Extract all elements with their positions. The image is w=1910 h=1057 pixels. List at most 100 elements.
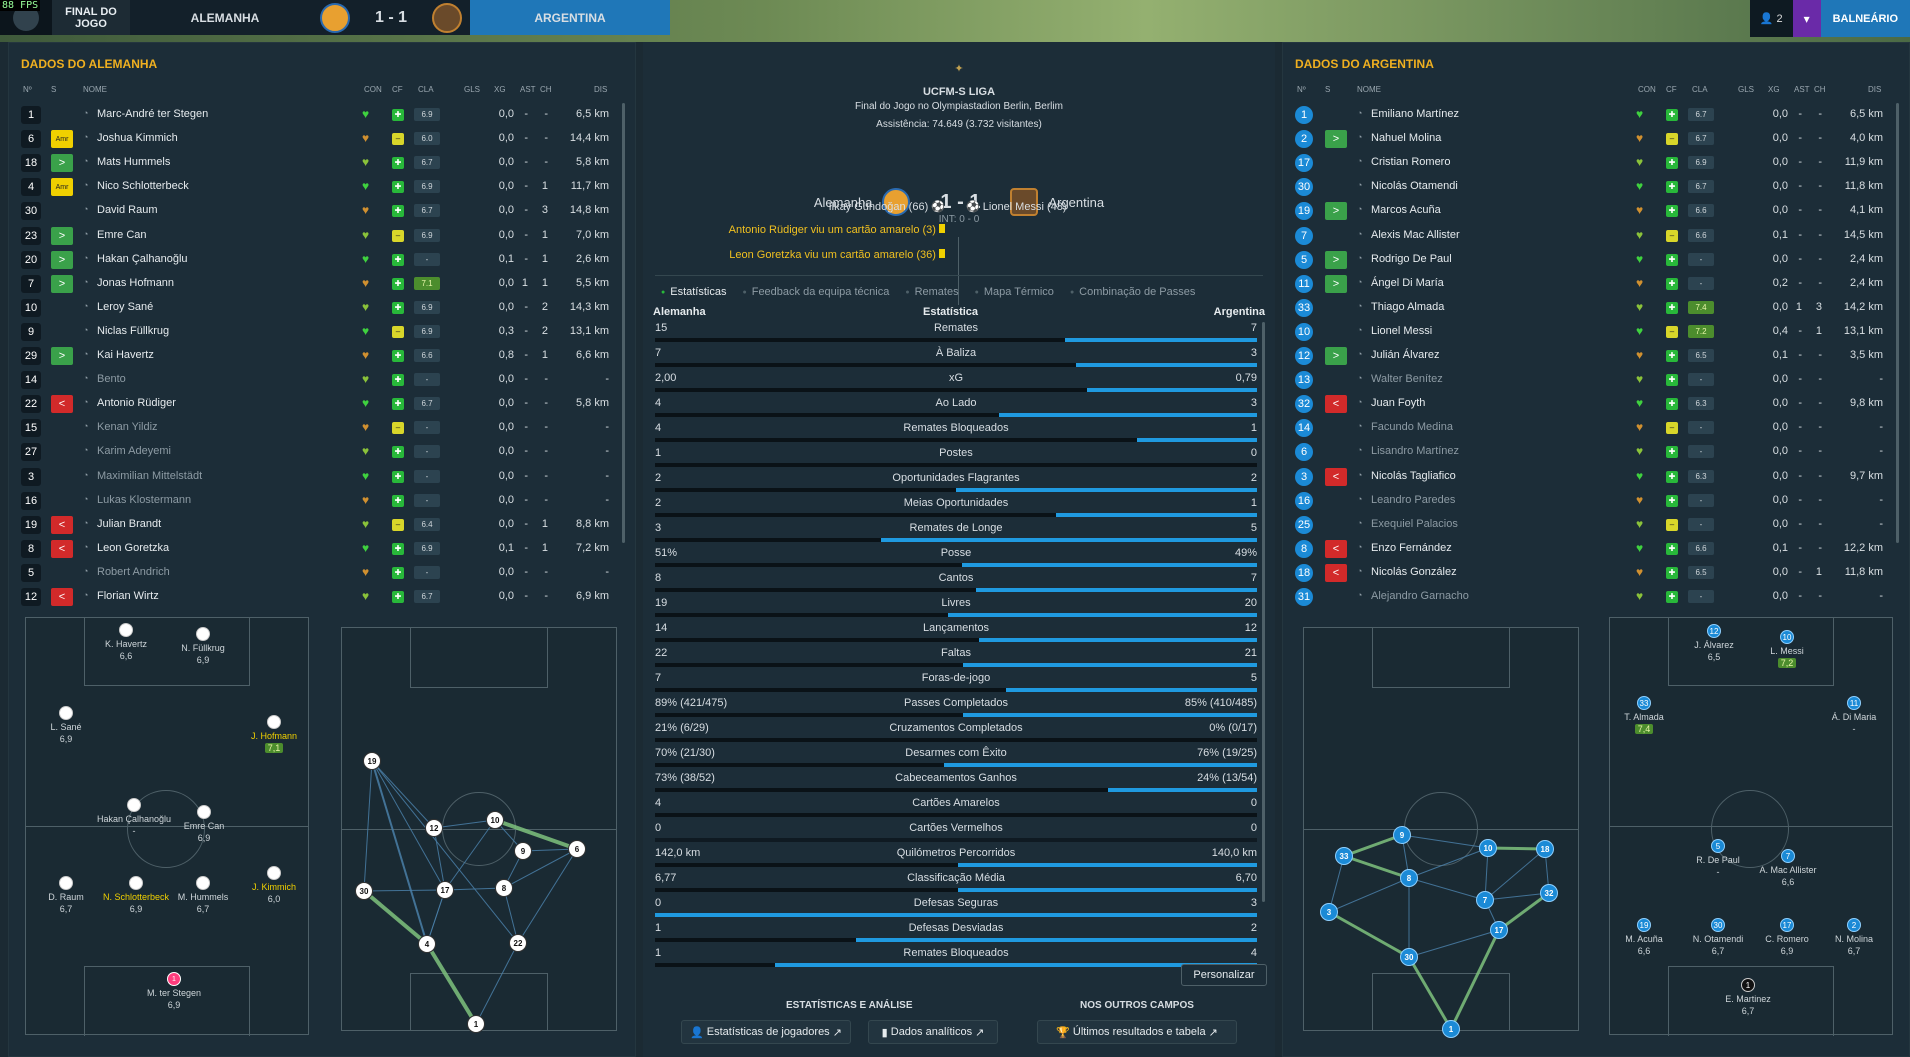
pass-node[interactable]: 18 [1536, 840, 1554, 858]
table-row[interactable]: 18 < ◔ Nicolás González ♥ ✚ 6.5 0,0-1 11,8 km [1283, 561, 1893, 585]
player-name[interactable]: Nicolás González [1371, 565, 1457, 578]
pass-node[interactable]: 30 [355, 882, 373, 900]
pass-node[interactable]: 17 [1490, 921, 1508, 939]
analytics-button[interactable]: ▮ Dados analíticos ↗ [868, 1020, 998, 1044]
table-row[interactable]: 30 ◔ Nicolás Otamendi ♥ ✚ 6.7 0,0- -11,8 km [1283, 175, 1893, 199]
table-row[interactable]: 8 < ◔ Leon Goretzka ♥ ✚ 6.9 0,1-1 7,2 km [9, 537, 619, 561]
player-name[interactable]: Hakan Çalhanoğlu [97, 252, 188, 265]
table-row[interactable]: 7 ◔ Alexis Mac Allister ♥ –6.6 0,1- -14,5 km [1283, 224, 1893, 248]
table-row[interactable]: 1 ◔ Marc-André ter Stegen ♥ ✚ 6.9 0,0- -6,5 km [9, 103, 619, 127]
column-header-name[interactable]: NOME [1357, 85, 1381, 94]
column-header-con[interactable]: CON [1638, 85, 1656, 94]
pass-node[interactable]: 6 [568, 840, 586, 858]
table-row[interactable]: 5 > ◔ Rodrigo De Paul ♥ ✚ -0,0- -2,4 km [1283, 248, 1893, 272]
player-marker[interactable]: 1 [167, 972, 181, 986]
table-row[interactable]: 6 ◔ Lisandro Martínez ♥ ✚ -0,0- - - [1283, 440, 1893, 464]
table-row[interactable]: 23 > ◔ Emre Can ♥ –6.9 0,0-1 7,0 km [9, 224, 619, 248]
customize-button[interactable]: Personalizar [1181, 964, 1267, 986]
player-name[interactable]: Robert Andrich [97, 565, 170, 578]
table-row[interactable]: 10 ◔ Lionel Messi ♥ –7.2 0,4-1 13,1 km [1283, 320, 1893, 344]
player-name[interactable]: Kenan Yildiz [97, 421, 158, 434]
pass-node[interactable]: 10 [1479, 839, 1497, 857]
player-name[interactable]: Emre Can [97, 228, 147, 241]
tab-feedback[interactable]: Feedback da equipa técnica [742, 286, 890, 298]
pass-node[interactable]: 3 [1320, 903, 1338, 921]
pass-node[interactable]: 1 [467, 1015, 485, 1033]
table-row[interactable]: 12 > ◔ Julián Álvarez ♥ ✚ 6.5 0,1- -3,5 km [1283, 344, 1893, 368]
player-name[interactable]: Cristian Romero [1371, 156, 1451, 169]
table-row[interactable]: 3 ◔ Maximilian Mittelstädt ♥ ✚ -0,0- - - [9, 465, 619, 489]
player-marker[interactable]: 30 [1711, 918, 1725, 932]
player-marker[interactable]: 12 [1707, 624, 1721, 638]
player-name[interactable]: Lionel Messi [1371, 324, 1433, 337]
player-marker[interactable] [196, 627, 210, 641]
table-row[interactable]: 31 ◔ Alejandro Garnacho ♥ ✚ -0,0- - - [1283, 585, 1893, 609]
player-name[interactable]: Walter Benítez [1371, 373, 1443, 386]
tab-heatmap[interactable]: Mapa Térmico [975, 286, 1054, 298]
column-header-dis[interactable]: DIS [1868, 85, 1882, 94]
player-name[interactable]: Antonio Rüdiger [97, 397, 176, 410]
player-name[interactable]: Bento [97, 373, 126, 386]
table-row[interactable]: 8 < ◔ Enzo Fernández ♥ ✚ 6.6 0,1- -12,2 km [1283, 537, 1893, 561]
player-name[interactable]: Nicolás Otamendi [1371, 180, 1458, 193]
player-name[interactable]: Leroy Sané [97, 300, 154, 313]
player-name[interactable]: Karim Adeyemi [97, 445, 171, 458]
player-name[interactable]: Exequiel Palacios [1371, 517, 1458, 530]
player-marker[interactable] [59, 876, 73, 890]
player-name[interactable]: Julián Álvarez [1371, 349, 1440, 361]
tab-shots[interactable]: Remates [905, 286, 959, 298]
column-header-xg[interactable]: XG [1768, 85, 1780, 94]
player-name[interactable]: Nicolás Tagliafico [1371, 469, 1456, 482]
table-row[interactable]: 4 Amr ◔ Nico Schlotterbeck ♥ ✚ 6.9 0,0-1 11,7 km [9, 175, 619, 199]
column-header-ast[interactable]: AST [520, 85, 536, 94]
column-header-cla[interactable]: CLA [418, 85, 434, 94]
player-name[interactable]: Mats Hummels [97, 156, 171, 169]
player-marker[interactable]: 1 [1741, 978, 1755, 992]
table-row[interactable]: 15 ◔ Kenan Yildiz ♥ – -0,0- - - [9, 416, 619, 440]
pass-node[interactable]: 7 [1476, 891, 1494, 909]
player-name[interactable]: Kai Havertz [97, 349, 154, 361]
home-table-scrollbar[interactable] [622, 103, 625, 543]
column-header-s[interactable]: S [51, 85, 57, 94]
player-marker[interactable] [267, 715, 281, 729]
table-row[interactable]: 11 > ◔ Ángel Di María ♥ ✚ -0,2- -2,4 km [1283, 272, 1893, 296]
table-row[interactable]: 9 ◔ Niclas Füllkrug ♥ –6.9 0,3-2 13,1 km [9, 320, 619, 344]
table-row[interactable]: 1 ◔ Emiliano Martínez ♥ ✚ 6.7 0,0- -6,5 km [1283, 103, 1893, 127]
column-header-no[interactable]: Nº [1297, 85, 1306, 94]
player-name[interactable]: Lukas Klostermann [97, 493, 192, 506]
player-marker[interactable]: 33 [1637, 696, 1651, 710]
player-name[interactable]: Maximilian Mittelstädt [97, 469, 203, 482]
table-row[interactable]: 14 ◔ Bento ♥ ✚ -0,0- - - [9, 368, 619, 392]
away-team-name[interactable]: ARGENTINA [470, 0, 670, 35]
player-name[interactable]: Lisandro Martínez [1371, 445, 1460, 458]
player-marker[interactable] [129, 876, 143, 890]
column-header-dis[interactable]: DIS [594, 85, 608, 94]
player-marker[interactable]: 10 [1780, 630, 1794, 644]
table-row[interactable]: 29 > ◔ Kai Havertz ♥ ✚ 6.6 0,8- 1 6,6 km [9, 344, 619, 368]
pass-node[interactable]: 9 [1393, 826, 1411, 844]
pass-node[interactable]: 12 [425, 819, 443, 837]
table-row[interactable]: 30 ◔ David Raum ♥ ✚ 6.7 0,0-3 14,8 km [9, 199, 619, 223]
column-header-ch[interactable]: CH [540, 85, 552, 94]
column-header-no[interactable]: Nº [23, 85, 32, 94]
pass-node[interactable]: 8 [495, 879, 513, 897]
users-button[interactable]: 👤 2 [1759, 12, 1783, 26]
tab-pass-combinations[interactable]: Combinação de Passes [1070, 286, 1195, 298]
player-marker[interactable] [59, 706, 73, 720]
table-row[interactable]: 14 ◔ Facundo Medina ♥ – -0,0- - - [1283, 416, 1893, 440]
player-name[interactable]: Nico Schlotterbeck [97, 180, 189, 193]
player-marker[interactable]: 7 [1781, 849, 1795, 863]
table-row[interactable]: 18 > ◔ Mats Hummels ♥ ✚ 6.7 0,0- -5,8 km [9, 151, 619, 175]
player-marker[interactable]: 5 [1711, 839, 1725, 853]
player-name[interactable]: Emiliano Martínez [1371, 108, 1460, 120]
player-marker[interactable]: 2 [1847, 918, 1861, 932]
column-header-ch[interactable]: CH [1814, 85, 1826, 94]
table-row[interactable]: 10 ◔ Leroy Sané ♥ ✚ 6.9 0,0-2 14,3 km [9, 296, 619, 320]
column-header-ast[interactable]: AST [1794, 85, 1810, 94]
pass-node[interactable]: 33 [1335, 847, 1353, 865]
player-name[interactable]: Nahuel Molina [1371, 132, 1442, 145]
pass-node[interactable]: 32 [1540, 884, 1558, 902]
player-marker[interactable] [119, 623, 133, 637]
player-name[interactable]: Alejandro Garnacho [1371, 590, 1469, 602]
player-name[interactable]: Rodrigo De Paul [1371, 252, 1452, 265]
